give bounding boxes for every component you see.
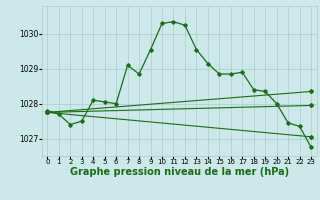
X-axis label: Graphe pression niveau de la mer (hPa): Graphe pression niveau de la mer (hPa) [70,167,289,177]
